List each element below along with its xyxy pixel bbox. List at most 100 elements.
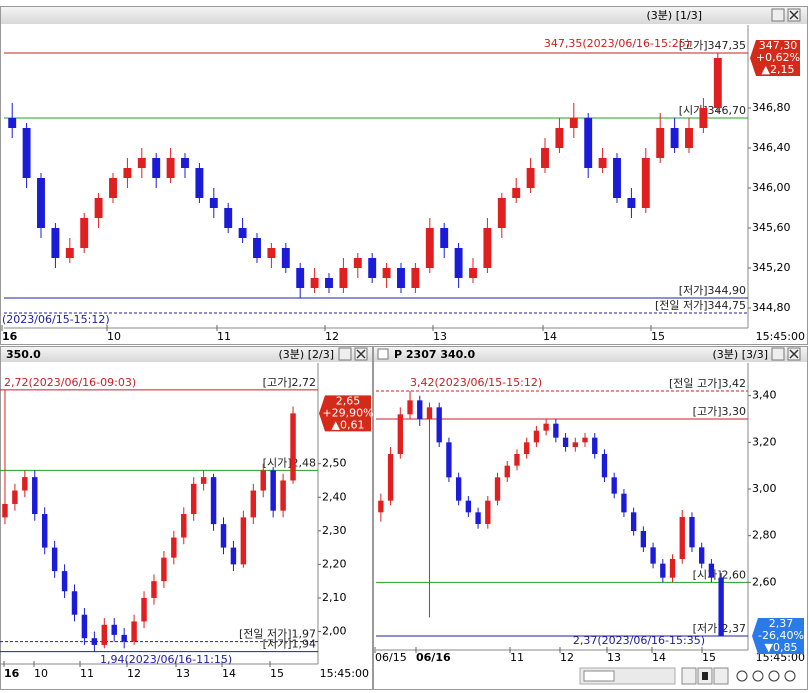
y-tick-label: 345,20 [752,261,791,274]
candle-body [455,477,462,501]
zoom-in[interactable] [736,670,748,682]
candle-body [699,547,705,564]
candle-body [417,400,423,419]
candle-body [656,128,665,158]
x-tick-label: 13 [607,651,621,664]
candle-body [290,413,296,481]
candle-body [630,512,637,531]
period-label: (3분) [3/3] [713,348,768,361]
candle-body [253,238,261,258]
x-tick-label: 15 [270,667,284,680]
level-label: [시가]2,48 [263,456,316,469]
candle-body [65,248,74,258]
candle-body [181,514,187,538]
close-icon [789,349,799,359]
period-label: (3분) [2/3] [279,348,334,361]
candle-body [171,537,177,558]
candle-body [689,517,695,548]
candle-body [440,228,449,248]
candle-body [210,477,217,525]
annotation: 2,72(2023/06/16-09:03) [4,376,136,389]
zoom-reset[interactable] [768,670,780,682]
candle-body [621,493,627,513]
candle-body [51,228,60,258]
annotation: 347,35(2023/06/16-15:25) [544,37,690,50]
panel-frame [373,346,808,690]
y-tick-label: 2,20 [322,557,347,570]
candle-body [569,118,578,128]
candle-body [446,442,452,478]
zoom-fit[interactable] [784,670,796,682]
price-box [750,40,800,76]
candle-body [141,597,147,622]
candle-body [483,228,492,268]
candle-body [109,178,117,198]
candle-body [627,198,636,208]
candle-body [526,168,535,188]
x-tick-label: 13 [433,330,447,343]
candle-body [220,524,227,548]
x-tick-label: 14 [543,330,557,343]
candle-body [411,268,420,288]
candle-body [426,407,433,419]
candle-body [699,108,708,128]
y-tick-label: 3,00 [752,482,777,495]
x-tick-label: 13 [176,667,190,680]
zoom-out[interactable] [752,670,764,682]
y-tick-label: 345,60 [752,221,791,234]
candle-body [181,158,189,168]
level-label: [고가]3,30 [693,405,746,418]
candle-body [497,198,506,228]
maximize-button[interactable] [771,347,785,361]
price-box-text: +29,90% [322,406,373,419]
candle-body [209,198,218,208]
price-box [752,618,804,654]
level-label: [시가]2,60 [693,568,746,581]
candle-body [121,634,127,642]
y-tick-label: 2,10 [322,591,347,604]
candle-body [152,158,161,178]
candle-body [325,278,333,288]
candle-body [553,423,559,438]
scroll-thumb[interactable] [583,670,615,682]
y-tick-label: 2,50 [322,457,347,470]
maximize-button[interactable] [338,347,352,361]
x-tick-label: 06/15 [375,651,407,664]
level-label: [전일 저가]344,75 [655,298,746,312]
candle-body [640,531,647,548]
x-tick-label: 15 [702,651,716,664]
candle-body [2,503,8,518]
level-label: [저가]344,90 [679,284,746,297]
window-buttons [338,8,801,361]
y-tick-label: 346,80 [752,101,791,114]
y-tick-label: 2,40 [322,490,347,503]
x-tick-label: 14 [652,651,666,664]
candle-body [37,178,45,228]
candle-body [514,454,520,466]
candle-body [713,58,722,108]
candle-body [339,268,348,288]
candle-body [669,559,676,578]
candle-body [436,407,442,443]
price-box-text: 2,65 [336,394,361,407]
checkbox[interactable] [377,348,389,360]
price-box-text: ▲2,15 [762,63,795,76]
candle-body [504,465,510,478]
candle-body [685,128,693,148]
next-button[interactable] [713,667,729,685]
close-icon [789,10,799,20]
x-tick-label: 16 [2,330,18,343]
candle-body [131,621,137,642]
candle-body [190,483,197,515]
candle-body [61,571,68,592]
y-tick-label: 344,80 [752,301,791,314]
candle-body [296,268,305,288]
level-label: [고가]347,35 [679,39,746,52]
candle-body [240,517,247,565]
y-tick-label: 3,40 [752,389,777,402]
panel-frame [0,346,373,690]
prev-button[interactable] [681,667,697,685]
x-tick-label: 14 [222,667,236,680]
maximize-button[interactable] [771,8,785,22]
